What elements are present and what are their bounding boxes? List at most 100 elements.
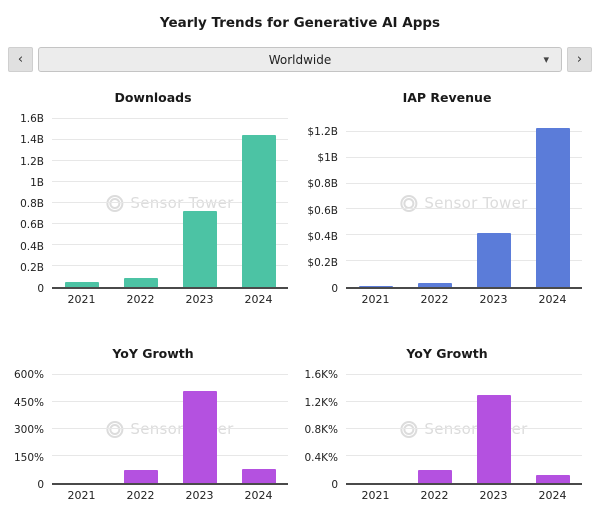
- y-tick-label: 1.2B: [20, 155, 44, 168]
- bar-2022: [417, 283, 452, 287]
- gridline: [346, 401, 582, 402]
- x-tick-label: 2022: [420, 489, 449, 502]
- chevron-down-icon: ▾: [543, 52, 549, 66]
- x-tick-label: 2021: [361, 293, 390, 306]
- y-tick-label: 450%: [13, 396, 44, 409]
- plot-column: Sensor Tower 2021 2022 2023 2024: [52, 118, 288, 306]
- plot-area: Sensor Tower: [346, 374, 582, 485]
- x-axis: 2021 2022 2023 2024: [52, 289, 288, 306]
- gridline: [52, 223, 288, 224]
- y-tick-label: 0: [331, 479, 338, 491]
- sensor-tower-logo-icon: [106, 420, 124, 438]
- x-tick-label: 2024: [538, 293, 567, 306]
- plot-column: Sensor Tower 2021 2022 2023 2024: [346, 119, 582, 306]
- bar-2024: [241, 468, 276, 483]
- app-root: Yearly Trends for Generative AI Apps ‹ W…: [0, 0, 600, 502]
- x-tick-label: 2022: [126, 489, 155, 502]
- bar-2024: [535, 128, 570, 287]
- watermark-text: Sensor Tower: [130, 194, 234, 212]
- chart-yoy-growth-revenue: YoY Growth 0 0.4K% 0.8K% 1.2K% 1.6K% Sensor …: [300, 330, 594, 502]
- y-tick-label: 0.8B: [20, 198, 44, 210]
- sensor-tower-logo-icon: [106, 194, 124, 212]
- x-axis: 2021 2022 2023 2024: [52, 485, 288, 502]
- y-axis: 0 0.2B 0.4B 0.6B 0.8B 1B 1.2B 1.4B 1.6B: [6, 113, 52, 295]
- gridline: [52, 374, 288, 375]
- chevron-right-icon: ›: [576, 52, 583, 67]
- x-tick-label: 2024: [538, 489, 567, 502]
- plot-area: Sensor Tower: [52, 118, 288, 289]
- y-tick-label: 150%: [13, 451, 44, 464]
- chart-iap-revenue: IAP Revenue 0 $0.2B $0.4B $0.6B $0.8B $1B $1.2…: [300, 74, 594, 306]
- y-tick-label: 300%: [13, 424, 44, 436]
- bar-2022: [417, 470, 452, 483]
- x-axis: 2021 2022 2023 2024: [346, 485, 582, 502]
- gridline: [52, 202, 288, 203]
- gridline: [52, 401, 288, 402]
- y-tick-label: 0.4B: [20, 240, 44, 253]
- gridline: [52, 455, 288, 456]
- x-axis: 2021 2022 2023 2024: [346, 289, 582, 306]
- y-tick-label: 0.8K%: [304, 424, 338, 436]
- gridline: [52, 139, 288, 140]
- chart-yoy-growth-downloads: YoY Growth 0 150% 300% 450% 600% Sensor Towe…: [6, 330, 300, 502]
- y-tick-label: 600%: [13, 369, 44, 381]
- gridline: [52, 160, 288, 161]
- gridline: [52, 428, 288, 429]
- next-region-button[interactable]: ›: [567, 47, 592, 72]
- y-tick-label: $0.4B: [307, 230, 338, 243]
- plot-area: Sensor Tower: [52, 374, 288, 485]
- bar-2021: [64, 281, 99, 287]
- y-tick-label: 1.6K%: [304, 369, 338, 381]
- x-tick-label: 2022: [420, 293, 449, 306]
- y-tick-label: 1.4B: [20, 134, 44, 147]
- gridline: [52, 244, 288, 245]
- plot-area: Sensor Tower: [346, 119, 582, 289]
- chart-title: IAP Revenue: [402, 90, 492, 105]
- x-tick-label: 2022: [126, 293, 155, 306]
- gridline: [52, 265, 288, 266]
- y-tick-label: 0.2B: [20, 261, 44, 274]
- bar-2022: [123, 470, 158, 483]
- bar-2024: [535, 474, 570, 483]
- x-tick-label: 2023: [185, 489, 214, 502]
- bar-2021: [358, 285, 393, 287]
- gridline: [346, 428, 582, 429]
- gridline: [346, 208, 582, 210]
- y-tick-label: $0.8B: [307, 178, 338, 191]
- gridline: [346, 374, 582, 375]
- y-tick-label: $0.2B: [307, 256, 338, 269]
- gridline: [52, 181, 288, 182]
- y-axis: 0 $0.2B $0.4B $0.6B $0.8B $1B $1.2B: [300, 119, 346, 295]
- chart-body: 0 0.2B 0.4B 0.6B 0.8B 1B 1.2B 1.4B 1.6B Sensor T…: [6, 113, 300, 306]
- y-tick-label: 0: [331, 283, 338, 295]
- region-select-value: Worldwide: [268, 52, 332, 67]
- charts-grid: Downloads 0 0.2B 0.4B 0.6B 0.8B 1B 1.2B 1.4B 1.6…: [6, 74, 594, 502]
- bar-2024: [241, 134, 276, 287]
- bar-2023: [182, 391, 217, 483]
- gridline: [346, 455, 582, 456]
- prev-region-button[interactable]: ‹: [8, 47, 33, 72]
- x-tick-label: 2024: [244, 293, 273, 306]
- x-tick-label: 2024: [244, 489, 273, 502]
- y-tick-label: 0: [37, 479, 44, 491]
- x-tick-label: 2021: [67, 293, 96, 306]
- gridline: [346, 234, 582, 236]
- chart-body: 0 $0.2B $0.4B $0.6B $0.8B $1B $1.2B Sensor Tow…: [300, 119, 594, 306]
- sensor-tower-logo-icon: [400, 420, 418, 438]
- y-tick-label: 0.6B: [20, 219, 44, 232]
- gridline: [346, 156, 582, 158]
- gridline: [346, 130, 582, 132]
- chart-body: 00.4K%0.8K%1.2K%1.6K% Sensor Tower 20212…: [300, 369, 594, 502]
- bar-2023: [476, 395, 511, 483]
- y-tick-label: $0.6B: [307, 204, 338, 217]
- plot-column: Sensor Tower 2021 2022 2023 2024: [346, 374, 582, 502]
- chart-title: Downloads: [114, 90, 192, 105]
- bar-2022: [123, 277, 158, 287]
- chevron-left-icon: ‹: [17, 52, 24, 67]
- region-select[interactable]: Worldwide ▾: [38, 47, 562, 72]
- x-tick-label: 2021: [361, 489, 390, 502]
- region-selector-row: ‹ Worldwide ▾ ›: [8, 47, 592, 72]
- y-tick-label: 0.4K%: [304, 451, 338, 464]
- plot-column: Sensor Tower 2021 2022 2023 2024: [52, 374, 288, 502]
- page-title: Yearly Trends for Generative AI Apps: [159, 15, 441, 31]
